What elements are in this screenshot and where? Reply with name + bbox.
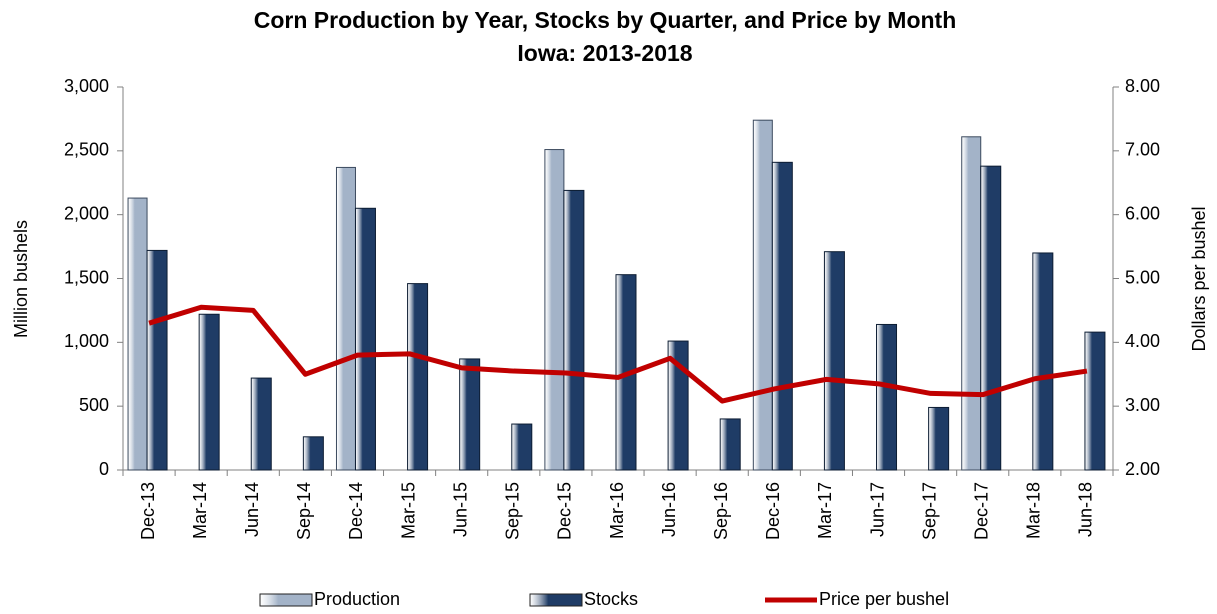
bar bbox=[459, 358, 481, 471]
bar bbox=[1032, 252, 1054, 471]
legend-label: Price per bushel bbox=[819, 589, 949, 609]
y2-tick-label: 8.00 bbox=[1125, 76, 1160, 96]
x-tick-label: Sep-16 bbox=[711, 482, 731, 540]
chart-title: Corn Production by Year, Stocks by Quart… bbox=[254, 7, 957, 33]
bar bbox=[980, 165, 1002, 471]
bar bbox=[928, 406, 950, 471]
bar bbox=[563, 189, 585, 471]
x-tick-label: Mar-17 bbox=[815, 482, 835, 539]
x-tick-label: Jun-14 bbox=[242, 482, 262, 537]
x-tick-label: Dec-13 bbox=[138, 482, 158, 540]
bar bbox=[335, 166, 356, 471]
bar bbox=[752, 119, 773, 471]
x-tick-label: Mar-16 bbox=[607, 482, 627, 539]
x-tick-label: Sep-15 bbox=[503, 482, 523, 540]
y2-axis-label: Dollars per bushel bbox=[1189, 206, 1209, 351]
y-tick-label: 2,500 bbox=[64, 140, 109, 160]
x-tick-label: Sep-17 bbox=[919, 482, 939, 540]
x-tick-label: Dec-16 bbox=[763, 482, 783, 540]
bar bbox=[146, 249, 168, 471]
bar bbox=[127, 197, 148, 471]
x-tick-label: Jun-15 bbox=[450, 482, 470, 537]
y2-tick-label: 2.00 bbox=[1125, 459, 1160, 479]
bar bbox=[876, 323, 898, 471]
y2-tick-label: 6.00 bbox=[1125, 203, 1160, 223]
bar bbox=[667, 340, 689, 471]
bar bbox=[823, 251, 845, 471]
bar bbox=[719, 418, 741, 471]
y-tick-label: 1,500 bbox=[64, 267, 109, 287]
bar bbox=[198, 313, 220, 471]
chart-subtitle: Iowa: 2013-2018 bbox=[517, 40, 692, 66]
y-tick-label: 3,000 bbox=[64, 76, 109, 96]
x-tick-label: Dec-15 bbox=[555, 482, 575, 540]
x-tick-label: Mar-15 bbox=[398, 482, 418, 539]
x-tick-label: Jun-17 bbox=[867, 482, 887, 537]
bar bbox=[1084, 331, 1106, 471]
y-tick-label: 500 bbox=[79, 395, 109, 415]
x-tick-label: Dec-14 bbox=[346, 482, 366, 540]
price-line bbox=[148, 304, 1088, 404]
y-tick-label: 2,000 bbox=[64, 203, 109, 223]
bar bbox=[354, 207, 376, 471]
y2-tick-label: 3.00 bbox=[1125, 395, 1160, 415]
bar bbox=[544, 149, 565, 471]
x-tick-label: Jun-16 bbox=[659, 482, 679, 537]
legend-swatch bbox=[529, 593, 583, 607]
y2-tick-label: 7.00 bbox=[1125, 140, 1160, 160]
y2-tick-label: 5.00 bbox=[1125, 267, 1160, 287]
x-tick-label: Mar-18 bbox=[1024, 482, 1044, 539]
bar bbox=[961, 136, 982, 471]
x-tick-label: Dec-17 bbox=[971, 482, 991, 540]
x-tick-label: Sep-14 bbox=[294, 482, 314, 540]
x-tick-label: Mar-14 bbox=[190, 482, 210, 539]
bar bbox=[511, 423, 533, 471]
y2-tick-label: 4.00 bbox=[1125, 331, 1160, 351]
bar bbox=[407, 283, 429, 471]
x-tick-label: Jun-18 bbox=[1076, 482, 1096, 537]
bar bbox=[771, 161, 793, 471]
bar bbox=[302, 436, 324, 471]
y-tick-label: 0 bbox=[99, 459, 109, 479]
y-axis-label: Million bushels bbox=[11, 220, 31, 338]
legend-label: Stocks bbox=[584, 589, 638, 609]
bar bbox=[250, 377, 272, 471]
legend-swatch bbox=[259, 593, 313, 607]
legend-label: Production bbox=[314, 589, 400, 609]
y-tick-label: 1,000 bbox=[64, 331, 109, 351]
